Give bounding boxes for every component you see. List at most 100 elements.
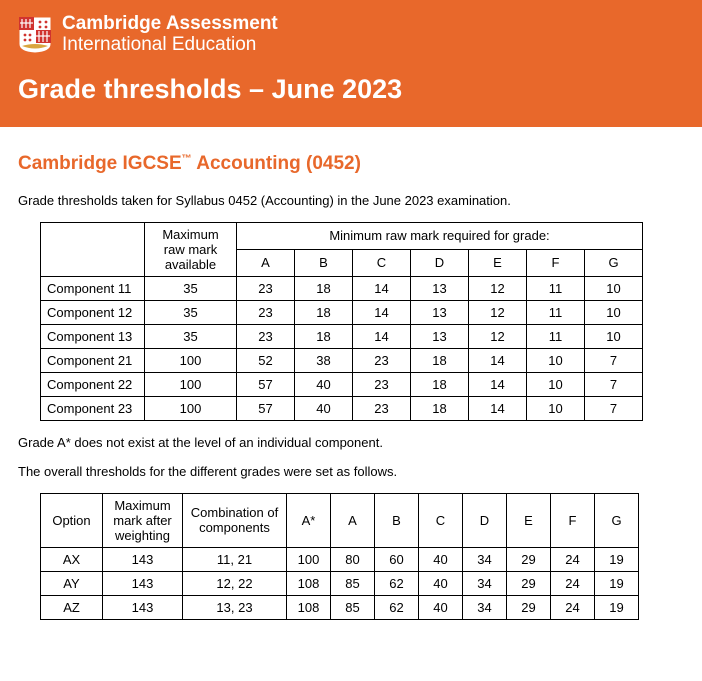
threshold-cell: 29: [507, 595, 551, 619]
threshold-cell: 38: [295, 348, 353, 372]
threshold-cell: 23: [353, 348, 411, 372]
threshold-cell: 11: [527, 276, 585, 300]
max-mark-cell: 100: [145, 372, 237, 396]
threshold-cell: 23: [237, 300, 295, 324]
table-row: Component 123523181413121110: [41, 300, 643, 324]
table-body: Component 113523181413121110Component 12…: [41, 276, 643, 420]
threshold-cell: 24: [551, 547, 595, 571]
threshold-cell: 29: [507, 571, 551, 595]
threshold-cell: 57: [237, 372, 295, 396]
table-row: AX14311, 2110080604034292419: [41, 547, 639, 571]
option-cell: AX: [41, 547, 103, 571]
table-row: Component 133523181413121110: [41, 324, 643, 348]
threshold-cell: 10: [527, 348, 585, 372]
threshold-cell: 12: [469, 300, 527, 324]
threshold-cell: 18: [295, 324, 353, 348]
threshold-cell: 34: [463, 571, 507, 595]
threshold-cell: 10: [527, 396, 585, 420]
max-mark-header: Maximum raw mark available: [145, 222, 237, 276]
threshold-cell: 14: [353, 276, 411, 300]
grade-header: B: [295, 249, 353, 276]
table-row: Maximum raw mark available Minimum raw m…: [41, 222, 643, 249]
threshold-cell: 18: [411, 348, 469, 372]
table-row: Component 211005238231814107: [41, 348, 643, 372]
cambridge-shield-icon: [18, 16, 52, 54]
document-body: Cambridge IGCSE™ Accounting (0452) Grade…: [0, 127, 702, 648]
component-label: Component 23: [41, 396, 145, 420]
threshold-cell: 62: [375, 571, 419, 595]
component-thresholds-table: Maximum raw mark available Minimum raw m…: [40, 222, 643, 421]
component-label: Component 11: [41, 276, 145, 300]
header-banner: Cambridge Assessment International Educa…: [0, 0, 702, 127]
threshold-cell: 85: [331, 571, 375, 595]
trademark-symbol: ™: [182, 153, 192, 164]
max-after-weighting-header: Maximum mark after weighting: [103, 493, 183, 547]
threshold-cell: 13: [411, 300, 469, 324]
threshold-cell: 52: [237, 348, 295, 372]
threshold-cell: 40: [419, 547, 463, 571]
overall-thresholds-table: Option Maximum mark after weighting Comb…: [40, 493, 639, 620]
grade-header: D: [411, 249, 469, 276]
threshold-cell: 10: [585, 324, 643, 348]
overall-note: The overall thresholds for the different…: [18, 464, 684, 479]
option-cell: AY: [41, 571, 103, 595]
document-title: Grade thresholds – June 2023: [18, 74, 684, 105]
threshold-cell: 108: [287, 595, 331, 619]
grade-header: G: [585, 249, 643, 276]
max-mark-cell: 35: [145, 276, 237, 300]
threshold-cell: 34: [463, 595, 507, 619]
threshold-cell: 23: [353, 396, 411, 420]
option-cell: AZ: [41, 595, 103, 619]
threshold-cell: 18: [411, 396, 469, 420]
threshold-cell: 23: [237, 276, 295, 300]
table-row: Option Maximum mark after weighting Comb…: [41, 493, 639, 547]
astar-note: Grade A* does not exist at the level of …: [18, 435, 684, 450]
table-row: AZ14313, 2310885624034292419: [41, 595, 639, 619]
threshold-cell: 11: [527, 300, 585, 324]
threshold-cell: 7: [585, 372, 643, 396]
threshold-cell: 14: [353, 300, 411, 324]
table-row: Component 221005740231814107: [41, 372, 643, 396]
component-label: Component 21: [41, 348, 145, 372]
logo-row: Cambridge Assessment International Educa…: [18, 14, 684, 56]
blank-header-cell: [41, 222, 145, 276]
grade-header: A: [237, 249, 295, 276]
grade-header: F: [551, 493, 595, 547]
threshold-cell: 7: [585, 396, 643, 420]
threshold-cell: 10: [527, 372, 585, 396]
logo-line-1: Cambridge Assessment: [62, 14, 278, 35]
threshold-cell: 57: [237, 396, 295, 420]
threshold-cell: 24: [551, 571, 595, 595]
max-mark-cell: 100: [145, 396, 237, 420]
threshold-cell: 10: [585, 300, 643, 324]
grade-header: C: [353, 249, 411, 276]
grade-spanner-header: Minimum raw mark required for grade:: [237, 222, 643, 249]
component-label: Component 13: [41, 324, 145, 348]
threshold-cell: 108: [287, 571, 331, 595]
table-head: Maximum raw mark available Minimum raw m…: [41, 222, 643, 276]
threshold-cell: 19: [595, 547, 639, 571]
threshold-cell: 13: [411, 324, 469, 348]
threshold-cell: 19: [595, 571, 639, 595]
max-after-weighting-cell: 143: [103, 547, 183, 571]
threshold-cell: 14: [469, 372, 527, 396]
logo-line-2: International Education: [62, 35, 278, 56]
threshold-cell: 14: [353, 324, 411, 348]
intro-paragraph: Grade thresholds taken for Syllabus 0452…: [18, 193, 684, 208]
max-after-weighting-cell: 143: [103, 571, 183, 595]
threshold-cell: 23: [353, 372, 411, 396]
threshold-cell: 18: [411, 372, 469, 396]
table-row: Component 113523181413121110: [41, 276, 643, 300]
threshold-cell: 19: [595, 595, 639, 619]
threshold-cell: 7: [585, 348, 643, 372]
threshold-cell: 100: [287, 547, 331, 571]
threshold-cell: 18: [295, 276, 353, 300]
grade-header: C: [419, 493, 463, 547]
combination-cell: 13, 23: [183, 595, 287, 619]
grade-header: E: [507, 493, 551, 547]
combination-cell: 12, 22: [183, 571, 287, 595]
max-mark-cell: 100: [145, 348, 237, 372]
grade-header: B: [375, 493, 419, 547]
threshold-cell: 40: [295, 372, 353, 396]
threshold-cell: 40: [419, 595, 463, 619]
